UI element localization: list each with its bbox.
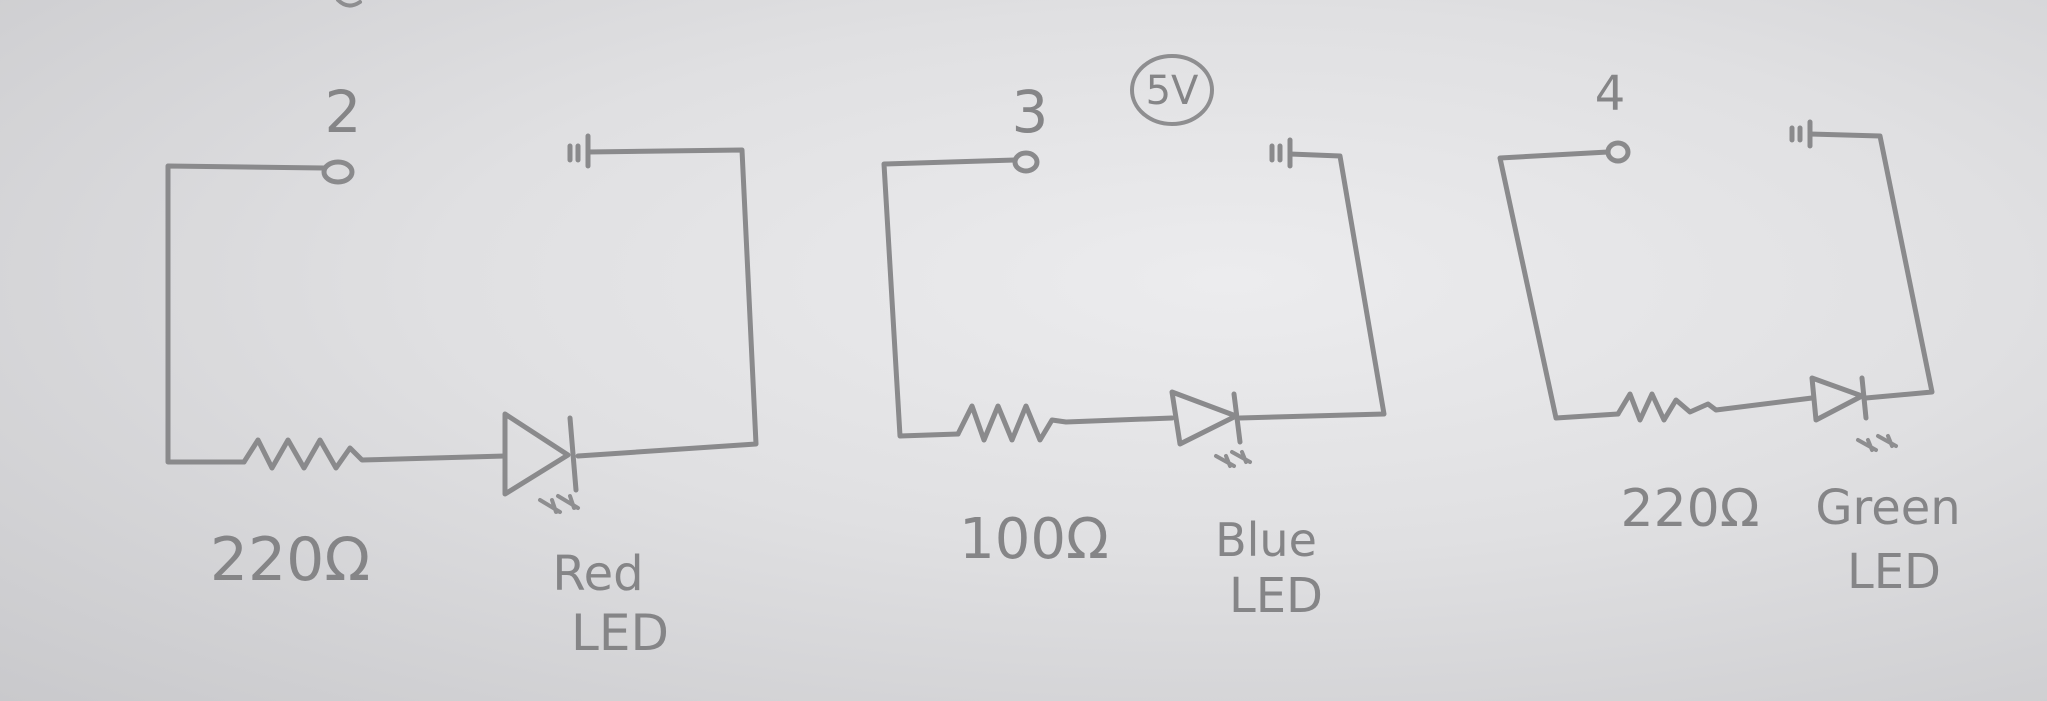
led-type-label: LED [1847, 544, 1941, 600]
led-type-label: LED [1229, 568, 1323, 624]
led-diode-symbol [1169, 389, 1239, 447]
resistor-value-label: 220Ω [1621, 479, 1760, 539]
pin-terminal [1605, 140, 1631, 164]
right-wire [1807, 131, 1935, 401]
led-diode-symbol [502, 411, 571, 497]
led-diode-symbol [1809, 375, 1865, 423]
resistor-symbol [241, 437, 508, 471]
right-wire [575, 147, 759, 459]
led-cathode-bar [1231, 391, 1243, 445]
led-color-label: Blue [1215, 513, 1317, 567]
pin-terminal [321, 159, 355, 185]
pencil-smudge [336, 0, 362, 8]
light-emission-icon [538, 494, 580, 514]
supply-voltage-text: 5V [1146, 68, 1199, 114]
led-cathode-bar [567, 415, 579, 493]
battery-symbol [1789, 119, 1813, 149]
left-wire [881, 157, 1018, 439]
light-emission-icon [1856, 434, 1898, 452]
led-color-label: Red [552, 546, 643, 602]
pin-number-label: 4 [1595, 66, 1626, 122]
pin-number-label: 3 [1012, 78, 1049, 146]
resistor-value-label: 220Ω [210, 525, 370, 595]
circuit-pin-4: 4 220Ω Green LED [1497, 66, 1961, 600]
resistor-symbol [1615, 391, 1815, 423]
circuit-pin-2: 2 220Ω Red LED [165, 78, 759, 662]
resistor-symbol [955, 403, 1175, 443]
light-emission-icon [1214, 450, 1252, 468]
led-color-label: Green [1815, 480, 1960, 536]
left-wire [165, 163, 327, 465]
battery-symbol [1269, 137, 1293, 169]
pin-terminal [1012, 150, 1040, 174]
pin-number-label: 2 [325, 78, 362, 146]
led-type-label: LED [571, 604, 669, 662]
left-wire [1497, 149, 1621, 421]
right-wire [1237, 151, 1387, 421]
circuit-pin-3: 3 100Ω Blue LED [881, 78, 1387, 624]
supply-voltage-label: 5V [1130, 54, 1214, 126]
battery-symbol [567, 133, 591, 169]
resistor-value-label: 100Ω [959, 507, 1109, 572]
